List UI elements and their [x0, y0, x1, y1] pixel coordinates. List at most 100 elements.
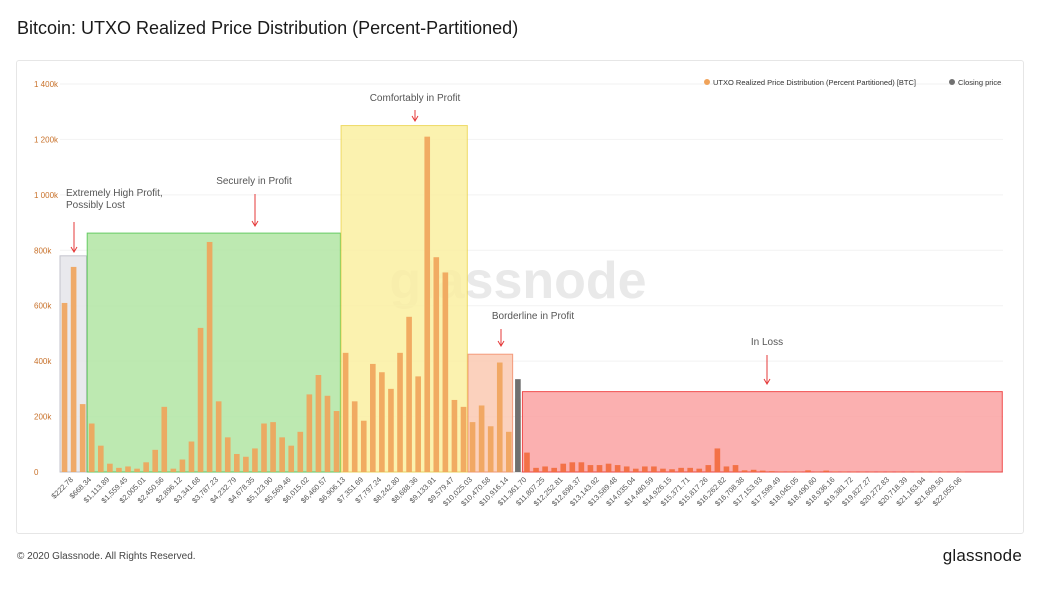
zone-label-loss: In Loss	[751, 337, 783, 348]
bar	[533, 467, 539, 472]
bar	[877, 471, 884, 473]
page-title: Bitcoin: UTXO Realized Price Distributio…	[17, 18, 519, 38]
bar	[261, 423, 267, 472]
bar	[904, 471, 911, 473]
zone-label-border: Borderline in Profit	[492, 311, 574, 322]
y-tick-label: 1 200k	[34, 135, 59, 144]
bar	[496, 362, 503, 472]
legend-marker-distribution	[704, 79, 710, 85]
bar	[188, 441, 195, 472]
bar	[605, 463, 612, 472]
bar	[714, 448, 721, 472]
bar	[70, 266, 77, 472]
bar	[732, 465, 739, 472]
bar	[941, 471, 947, 473]
bar	[524, 452, 530, 472]
bar	[614, 465, 621, 472]
bar	[88, 423, 95, 472]
bar	[424, 136, 431, 472]
bar	[433, 257, 440, 472]
bar	[696, 468, 703, 472]
bar	[297, 431, 304, 472]
bar	[179, 459, 186, 472]
y-tick-label: 1 400k	[34, 80, 59, 89]
bar	[841, 471, 848, 473]
bar	[642, 466, 648, 472]
bar	[587, 465, 594, 472]
bar	[397, 352, 403, 472]
bar	[859, 471, 866, 473]
bar	[152, 449, 159, 472]
y-tick-label: 0	[34, 468, 39, 477]
bar	[451, 399, 458, 472]
bar	[787, 471, 793, 472]
bar	[61, 302, 68, 472]
bar	[578, 462, 585, 472]
y-tick-label: 1 000k	[34, 191, 59, 200]
bar	[379, 372, 385, 472]
bar	[687, 467, 693, 472]
bar	[823, 470, 829, 472]
bar	[632, 468, 639, 472]
bar	[932, 471, 938, 473]
bar	[333, 411, 340, 472]
bar	[406, 316, 412, 472]
bar	[623, 466, 630, 472]
footer-copyright: © 2020 Glassnode. All Rights Reserved.	[17, 551, 196, 562]
arrow-head	[70, 246, 78, 253]
bar	[796, 471, 802, 473]
bar	[778, 471, 784, 472]
bar	[487, 426, 494, 472]
bar	[895, 471, 902, 473]
bar	[161, 406, 168, 472]
bar	[125, 466, 131, 472]
bar	[923, 471, 929, 473]
bar	[596, 465, 603, 472]
bar	[279, 437, 285, 472]
arrow-head	[497, 340, 505, 347]
closing-price-bar	[515, 379, 521, 472]
bar	[460, 406, 467, 472]
bar	[723, 466, 730, 472]
bar	[832, 471, 839, 472]
y-tick-label: 400k	[34, 357, 52, 366]
bar	[741, 470, 748, 472]
bar	[107, 463, 113, 472]
bar	[215, 401, 222, 472]
bar	[569, 462, 576, 472]
bar	[270, 422, 276, 472]
bar	[814, 471, 820, 473]
bar	[197, 327, 204, 472]
bar	[669, 469, 675, 472]
bar	[959, 471, 966, 473]
bar	[768, 471, 775, 472]
bar	[351, 401, 358, 472]
zone-label-comfort: Comfortably in Profit	[370, 93, 461, 104]
arrow-head	[411, 115, 419, 122]
bar	[252, 448, 258, 472]
bar	[415, 376, 421, 472]
bar	[315, 375, 322, 472]
bar	[288, 445, 295, 472]
bar	[360, 420, 367, 472]
y-tick-label: 800k	[34, 246, 52, 255]
bar	[560, 463, 567, 472]
legend-label-distribution: UTXO Realized Price Distribution (Percen…	[713, 78, 916, 87]
bar	[388, 388, 394, 472]
bar	[116, 467, 122, 472]
zone-label-secure: Securely in Profit	[216, 176, 292, 187]
zone-label-extreme: Possibly Lost	[66, 200, 125, 211]
bar	[651, 466, 657, 472]
bar	[243, 456, 249, 472]
y-tick-label: 200k	[34, 413, 52, 422]
bar	[660, 468, 666, 472]
arrow-head	[763, 378, 771, 385]
bar	[868, 471, 875, 473]
bar	[914, 471, 920, 473]
bar	[551, 467, 557, 472]
bar	[950, 471, 956, 473]
bar	[306, 394, 313, 472]
zone-loss	[521, 391, 1003, 473]
bar	[705, 465, 712, 472]
